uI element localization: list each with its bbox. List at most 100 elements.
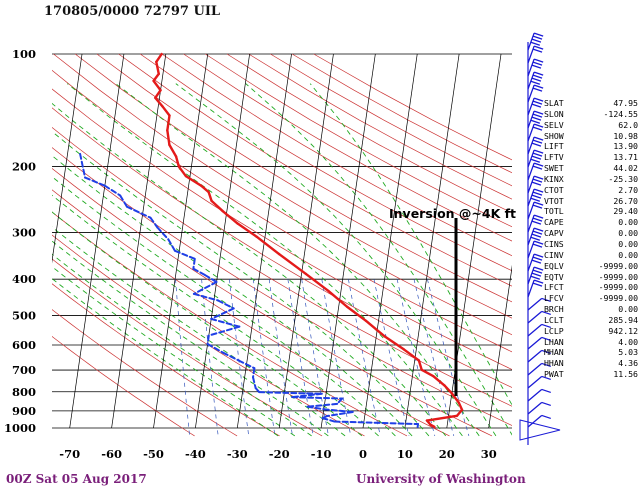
barb-feather	[532, 35, 543, 40]
dry-adiabat	[96, 53, 512, 303]
wind-barb	[527, 401, 551, 415]
barb-feather	[533, 149, 544, 154]
series-segment	[173, 249, 196, 260]
mixing-ratio-line	[175, 279, 190, 436]
dry-adiabat	[118, 53, 512, 287]
mixing-ratio-line	[252, 279, 276, 436]
footer-date: 00Z Sat 05 Aug 2017	[6, 472, 147, 486]
index-value: 2.70	[618, 184, 638, 195]
index-value: 13.71	[613, 152, 638, 163]
barb-feather	[530, 197, 541, 202]
index-value: -9999.00	[598, 271, 638, 282]
y-tick-label: 400	[12, 272, 36, 286]
series-segment	[192, 257, 196, 270]
barb-feather	[533, 162, 544, 167]
series-segment	[166, 129, 171, 147]
index-label: LFCV	[544, 293, 564, 304]
wind-barb	[527, 362, 551, 376]
barb-feather	[531, 155, 542, 160]
series-segment	[425, 414, 459, 422]
index-row-vtot: VTOT 26.70	[544, 196, 638, 207]
barb-feather	[532, 126, 543, 131]
index-row-cinv: CINV 0.00	[544, 250, 638, 261]
wind-barb	[527, 227, 544, 246]
barb-feather	[531, 142, 542, 147]
series-segment	[125, 205, 152, 219]
barb-feather	[531, 233, 542, 238]
index-label: TOTL	[544, 206, 564, 217]
series-segment	[304, 272, 330, 293]
series-segment	[364, 319, 386, 338]
barb-feather	[541, 414, 551, 420]
series-segment	[252, 376, 257, 390]
series-segment	[168, 143, 178, 158]
barb-feather	[533, 175, 544, 180]
y-tick-label: 200	[12, 160, 36, 174]
moist-adiabat	[52, 266, 296, 437]
series-segment	[155, 52, 163, 64]
barb-feather	[533, 227, 544, 232]
series-segment	[457, 401, 464, 412]
isotherm-line	[111, 53, 167, 429]
barb-feather	[541, 375, 551, 381]
y-tick-label: 500	[12, 308, 36, 322]
series-segment	[237, 359, 256, 370]
index-label: LIFT	[544, 141, 564, 152]
series-segment	[278, 252, 307, 276]
x-tick-label: 0	[359, 447, 367, 461]
index-row-eqtv: EQTV -9999.00	[544, 272, 638, 283]
wind-barb	[527, 110, 544, 129]
barb-feather	[533, 32, 544, 37]
index-label: SWET	[544, 163, 564, 174]
footer-credit: University of Washington	[356, 472, 526, 486]
barb-feather	[532, 282, 543, 287]
mixing-ratio-line	[427, 279, 470, 437]
dry-adiabat	[140, 53, 512, 272]
moist-adiabat	[52, 253, 312, 437]
wind-barbs	[519, 32, 561, 445]
series-segment	[79, 152, 87, 179]
barb-feather	[531, 194, 542, 199]
index-label: BRCH	[544, 304, 564, 315]
x-tick-label: -10	[311, 447, 332, 461]
wind-barb	[527, 71, 544, 90]
wind-barb	[527, 162, 544, 181]
barb-feather	[533, 45, 544, 50]
series-segment	[306, 402, 339, 408]
index-row-swet: SWET 44.02	[544, 163, 638, 174]
series-segment	[207, 325, 241, 337]
moist-adiabat	[52, 102, 447, 437]
barb-feather	[531, 64, 542, 69]
index-label: VTOT	[544, 195, 564, 206]
series-segment	[84, 176, 106, 187]
dry-adiabat	[52, 189, 450, 437]
barb-feather	[541, 297, 551, 303]
series-segment	[206, 342, 225, 354]
mixing-ratio-line	[348, 279, 381, 436]
mixing-ratio-line	[287, 279, 314, 436]
mixing-ratio-line	[229, 279, 250, 436]
series-segment	[166, 114, 171, 132]
barb-feather	[532, 74, 543, 79]
series-segment	[306, 405, 325, 411]
wind-barb	[527, 253, 544, 272]
barb-feather	[532, 165, 543, 170]
index-label: CINS	[544, 238, 564, 249]
barb-feather	[533, 188, 544, 193]
wind-barb	[527, 32, 544, 51]
index-value: -9999.00	[598, 293, 638, 304]
dry-adiabat	[52, 335, 195, 437]
series-segment	[149, 216, 159, 229]
barb-staff	[527, 401, 543, 415]
index-row-ctot: CTOT 2.70	[544, 185, 638, 196]
series-segment	[103, 184, 122, 197]
isotherm-line	[236, 53, 292, 429]
barb-feather	[532, 191, 543, 196]
moist-adiabat	[52, 226, 346, 437]
x-tick-label: 20	[439, 447, 455, 461]
barb-feather	[541, 323, 551, 329]
index-row-lfct: LFCT -9999.00	[544, 282, 638, 293]
mixing-ratio-line	[413, 279, 455, 436]
index-label: KINX	[544, 173, 564, 184]
index-row-slat: SLAT 47.95	[544, 98, 638, 109]
